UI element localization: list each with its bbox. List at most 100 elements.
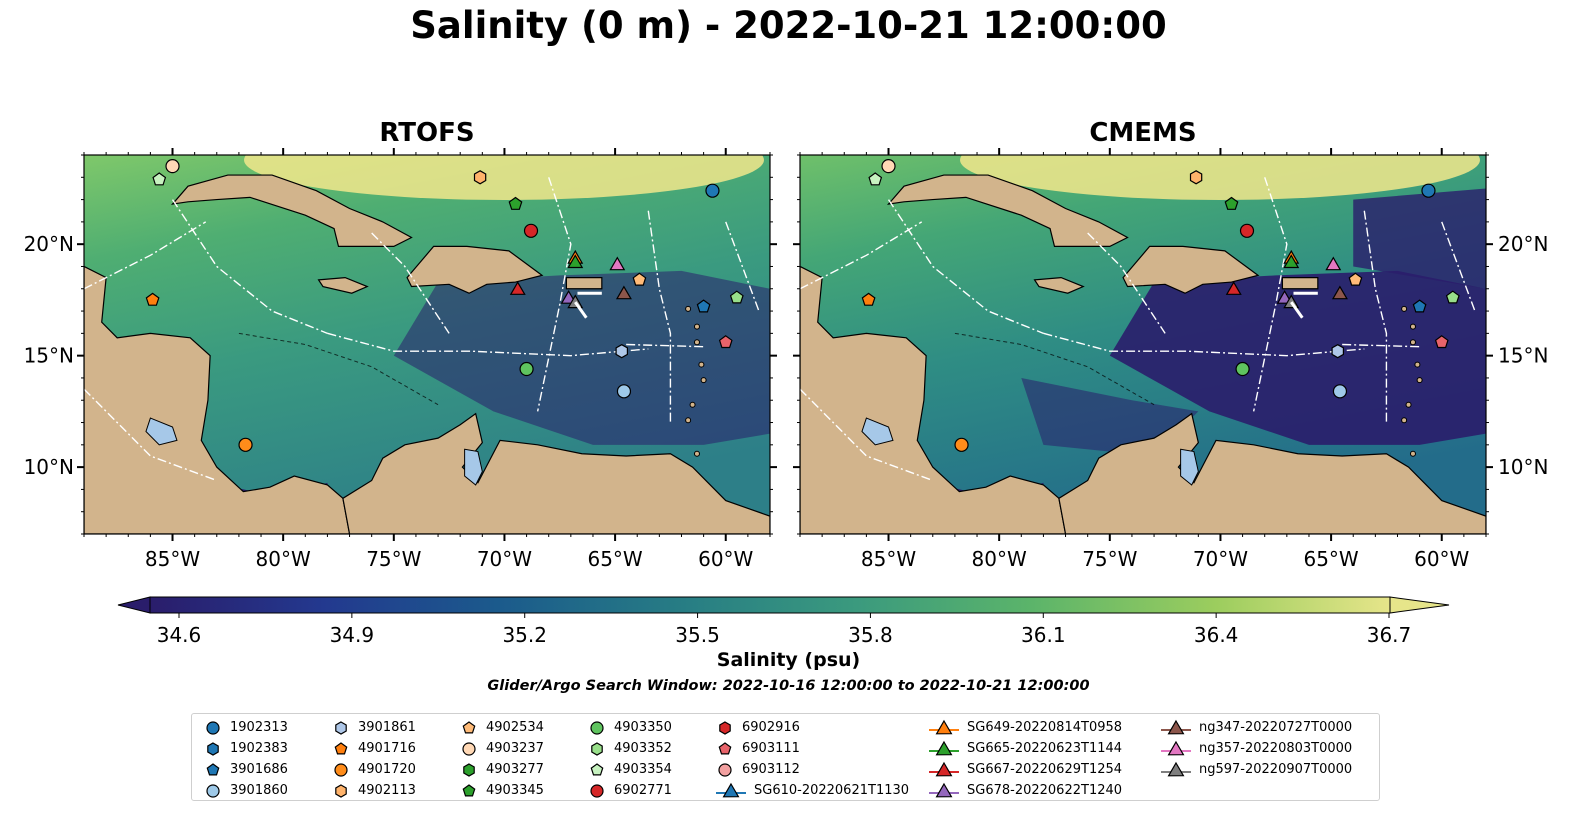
legend-label: 6902771 — [614, 783, 672, 798]
legend-label: 4902534 — [486, 720, 544, 735]
lesser-antilles-island — [1409, 323, 1416, 330]
atlantic-low-salinity — [1353, 188, 1486, 289]
colorbar-tick-label: 36.4 — [1194, 623, 1239, 647]
legend-marker-icon — [206, 720, 220, 735]
float-marker-6902771 — [523, 223, 539, 238]
lon-tick-label: 60°W — [698, 547, 753, 571]
eez-boundary — [171, 199, 328, 335]
legend-entry: ng347-20220727T0000 — [1159, 717, 1352, 738]
lat-tick-label: 15°N — [1498, 344, 1548, 368]
eez-boundary — [626, 343, 704, 348]
high-salinity-region — [960, 155, 1480, 200]
island-jamaica — [317, 277, 369, 294]
colorbar-tick-label: 36.1 — [1021, 623, 1066, 647]
eez-boundary — [725, 221, 760, 312]
colorbar-tick-label: 35.2 — [502, 623, 547, 647]
lat-tick-label: 10°N — [24, 455, 74, 479]
float-marker-4903345 — [508, 196, 523, 210]
float-marker-4903352 — [729, 290, 744, 304]
colorbar-label: Salinity (psu) — [716, 649, 861, 671]
legend-marker-icon — [718, 762, 732, 777]
float-marker-ng357-20220803T0000 — [609, 256, 626, 271]
legend-marker — [206, 783, 220, 798]
float-marker-ng347-20220727T0000 — [1331, 285, 1348, 300]
island-hispaniola — [406, 245, 544, 294]
legend-marker — [463, 762, 475, 777]
float-marker-1902313 — [705, 183, 720, 198]
colorbar-extend-high — [1389, 596, 1450, 614]
legend-marker — [718, 741, 732, 754]
legend-entry: 1902313 — [202, 717, 288, 738]
legend-marker — [1167, 740, 1185, 755]
legend-column: 3901861 4901716 4901720 4902113 — [330, 717, 416, 801]
eez-boundary — [84, 388, 218, 482]
colorbar-tick-label: 34.9 — [330, 623, 375, 647]
float-marker-3901686 — [696, 299, 711, 313]
float-marker-4903352 — [1445, 290, 1460, 304]
legend-entry: ng357-20220803T0000 — [1159, 738, 1352, 759]
float-marker-3901860 — [616, 384, 632, 399]
float-marker-6903111 — [1434, 335, 1449, 349]
legend-marker-icon — [462, 741, 476, 756]
float-marker-3901861 — [1331, 344, 1345, 359]
low-salinity-region — [393, 270, 770, 445]
legend-column: 6902916 6903111 6903112 SG610-20220621T1130 — [714, 717, 909, 801]
legend-marker-icon — [463, 762, 475, 777]
legend-entry: 6903111 — [714, 738, 909, 759]
lat-tick-label: 10°N — [1498, 455, 1548, 479]
island-cuba — [887, 174, 1129, 248]
legend-marker — [1167, 719, 1185, 734]
island-puerto-rico — [1281, 277, 1319, 290]
legend-entry: 4901720 — [330, 759, 416, 780]
legend-label: 1902383 — [230, 741, 288, 756]
float-marker-4901720 — [954, 437, 969, 452]
float-marker-4903345 — [1224, 196, 1239, 210]
legend-marker — [206, 720, 220, 735]
legend-label: 1902313 — [230, 720, 288, 735]
legend-marker — [935, 740, 953, 755]
legend: 1902313 1902383 3901686 3901860 3901861 49017… — [191, 713, 1380, 801]
eez-boundary — [647, 210, 672, 423]
map-axes: 85°W 80°W 75°W 70°W 65°W 60°W 20°N 15°N 10°N 85°W… — [24, 148, 1548, 571]
float-marker-3901860 — [1332, 384, 1348, 399]
legend-column: ng347-20220727T0000 ng357-20220803T0000 ng… — [1159, 717, 1352, 780]
eez-boundary — [371, 232, 450, 334]
colorbar: 34.6 34.9 35.2 35.5 35.8 36.1 36.4 36.7 — [117, 596, 1450, 647]
legend-entry: 4902534 — [458, 717, 544, 738]
legend-marker-icon — [1161, 761, 1191, 776]
lesser-antilles-island — [700, 377, 707, 384]
legend-entry: 4903352 — [586, 738, 672, 759]
legend-marker — [334, 762, 348, 777]
float-marker-4903354 — [868, 172, 883, 186]
legend-marker — [590, 720, 604, 735]
lake-nicaragua — [861, 417, 894, 446]
legend-marker-icon — [207, 741, 219, 756]
lesser-antilles-island — [698, 361, 705, 368]
lesser-antilles-island — [1405, 401, 1412, 408]
colorbar-tick-label: 34.6 — [157, 623, 202, 647]
legend-label: SG665-20220623T1144 — [967, 741, 1123, 756]
float-marker-ng347-20220727T0000 — [615, 285, 632, 300]
float-marker-6903111 — [718, 335, 733, 349]
legend-label: 4901720 — [358, 762, 416, 777]
landmass-south-america — [1058, 412, 1486, 534]
lon-tick-label: 85°W — [861, 547, 916, 571]
legend-column: 4902534 4903237 4903277 4903345 — [458, 717, 544, 801]
colorbar-tick-label: 35.8 — [848, 623, 893, 647]
legend-marker — [462, 741, 476, 756]
legend-marker — [719, 720, 731, 735]
map-panel-rtofs — [84, 155, 770, 534]
float-marker-4901716 — [861, 292, 876, 306]
legend-marker-icon — [335, 783, 347, 798]
lesser-antilles-island — [689, 401, 696, 408]
legend-label: 4903354 — [614, 762, 672, 777]
search-window-text: Glider/Argo Search Window: 2022-10-16 12… — [487, 678, 1090, 694]
legend-label: SG678-20220622T1240 — [967, 783, 1123, 798]
low-salinity-region — [1109, 270, 1486, 445]
glider-track — [574, 301, 588, 319]
lesser-antilles-island — [1409, 339, 1416, 346]
legend-entry: 6902771 — [586, 780, 672, 801]
legend-entry: 1902383 — [202, 738, 288, 759]
legend-entry: SG610-20220621T1130 — [714, 780, 909, 801]
